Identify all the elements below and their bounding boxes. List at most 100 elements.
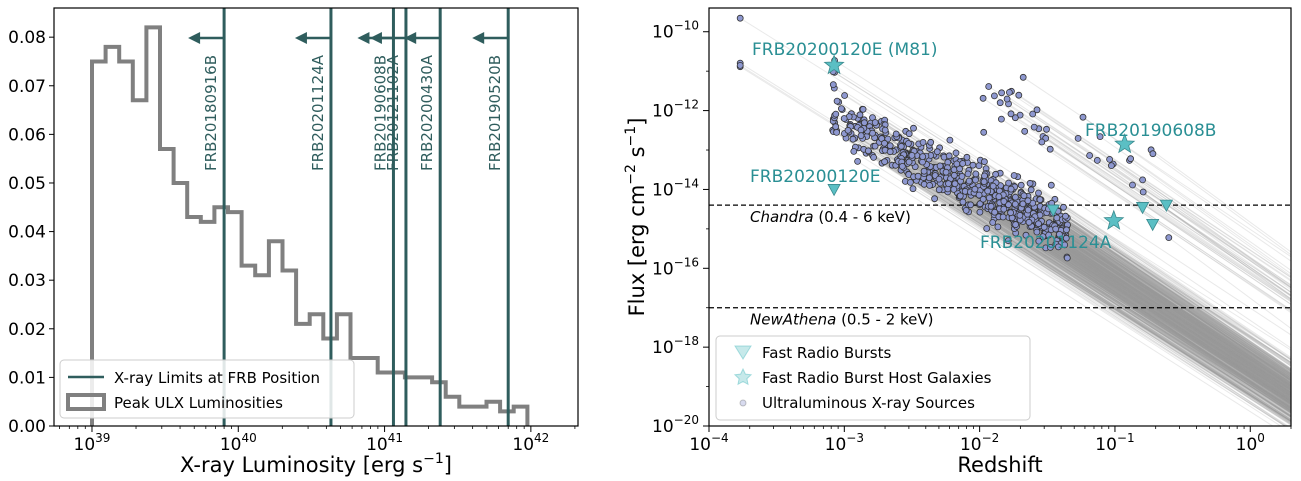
ulx-flux-track [1038, 223, 1291, 395]
ulx-point [971, 185, 979, 193]
ulx-flux-track [1060, 225, 1291, 384]
ulx-flux-track [947, 188, 1291, 414]
frb-annotation-label: FRB20200120E (M81) [752, 40, 938, 60]
ulx-point [892, 130, 900, 138]
ulx-flux-track [1056, 240, 1291, 401]
ulx-flux-track [1057, 221, 1291, 381]
left-y-tick-label: 0.05 [8, 174, 46, 194]
ulx-flux-track [1062, 219, 1291, 377]
ulx-point [1038, 138, 1046, 146]
ulx-flux-track [1132, 184, 1291, 300]
left-y-tick-label: 0.02 [8, 320, 46, 340]
ulx-point [907, 178, 914, 186]
ulx-flux-track [949, 139, 1291, 363]
legend-frb-limit-label: X-ray Limits at FRB Position [114, 369, 320, 387]
ulx-flux-track [1040, 209, 1291, 380]
ulx-flux-track [962, 201, 1291, 418]
right-y-tick-label: 10−18 [652, 334, 699, 358]
ulx-flux-track [1007, 240, 1288, 426]
frb-limit-arrow-head [294, 32, 307, 44]
ulx-point [829, 81, 837, 88]
ulx-flux-track [857, 160, 1274, 426]
ulx-point [998, 89, 1005, 97]
ulx-point [969, 161, 977, 169]
ulx-flux-track [1039, 198, 1291, 370]
right-x-tick-label-base: 10 [1236, 435, 1258, 455]
ulx-flux-track [868, 150, 1291, 422]
ulx-flux-track [1065, 231, 1291, 387]
ulx-point [1060, 203, 1067, 211]
ulx-flux-track [992, 222, 1291, 421]
right-y-tick-label: 10−14 [652, 176, 699, 200]
ulx-point [1052, 225, 1060, 233]
ulx-flux-track [1048, 227, 1291, 393]
ulx-point [1035, 220, 1042, 228]
ulx-flux-track [1029, 218, 1291, 395]
ulx-flux-track [1051, 184, 1291, 349]
ulx-point [936, 162, 944, 170]
ulx-flux-track [1112, 163, 1291, 291]
ulx-flux-track [1065, 234, 1291, 390]
left-axes-frame [53, 7, 579, 427]
ulx-point [1016, 211, 1024, 219]
ulx-flux-track [1025, 211, 1291, 391]
ulx-flux-track [1010, 113, 1291, 301]
ulx-point [991, 92, 998, 100]
ulx-flux-track [1029, 213, 1291, 391]
ulx-flux-track [948, 183, 1291, 408]
ulx-flux-track [1168, 237, 1291, 329]
frb-limit-label: FRB20201124A [309, 54, 327, 171]
ulx-flux-track [984, 161, 1291, 365]
ulx-point [1021, 127, 1029, 135]
ulx-flux-track [1057, 210, 1291, 371]
ulx-point [1047, 181, 1055, 189]
ulx-point [832, 123, 840, 131]
ulx-flux-track [1062, 242, 1291, 400]
ulx-flux-track [1015, 232, 1291, 418]
ulx-flux-track [1019, 220, 1291, 404]
ulx-point [935, 175, 943, 183]
ulx-flux-track [1008, 103, 1291, 293]
ulx-point [926, 181, 933, 189]
ulx-point [1055, 243, 1062, 251]
ulx-point [1106, 155, 1113, 163]
ulx-flux-track [979, 203, 1291, 409]
frb-annotation-label: FRB20200120E [750, 167, 881, 187]
ulx-flux-track [908, 173, 1291, 421]
ulx-point [985, 194, 993, 202]
ulx-flux-track [1042, 236, 1291, 405]
ulx-flux-track [1001, 210, 1291, 404]
ulx-point [951, 180, 959, 188]
right-y-tick-label: 10−12 [652, 98, 699, 122]
frb-burst-marker [1159, 199, 1174, 212]
ulx-point [736, 14, 744, 22]
ulx-point [1019, 200, 1027, 208]
ulx-point [920, 167, 928, 175]
ulx-flux-track [1060, 215, 1291, 374]
right-y-tick-label-exponent: −20 [674, 413, 699, 427]
ulx-flux-track [994, 211, 1291, 409]
ulx-flux-track [863, 148, 1291, 423]
frb-limit-arrow-head [472, 32, 485, 44]
right-x-tick-label: 100 [1236, 431, 1265, 455]
ulx-flux-track [1027, 218, 1291, 396]
frb-limit-label: FRB20190608B [371, 55, 389, 171]
ulx-flux-track [1044, 232, 1291, 401]
ulx-flux-track [858, 147, 1291, 424]
ulx-point [881, 139, 888, 147]
ulx-flux-track [1027, 200, 1291, 378]
ulx-point [1079, 113, 1087, 121]
ulx-flux-track [988, 86, 1291, 287]
ulx-point [899, 162, 906, 170]
sensitivity-limit-label: NewAthena (0.5 - 2 keV) [750, 311, 934, 329]
left-y-tick-label: 0.01 [8, 368, 46, 388]
ulx-flux-track [1046, 233, 1291, 401]
ulx-flux-track [1048, 234, 1291, 400]
ulx-flux-track [1031, 225, 1291, 401]
ulx-flux-track [1065, 225, 1291, 381]
ulx-flux-track [1023, 216, 1291, 397]
ulx-flux-track [934, 198, 1286, 426]
ulx-point [1045, 231, 1053, 239]
right-y-tick-label-base: 10 [652, 338, 674, 358]
ulx-point [832, 110, 840, 118]
